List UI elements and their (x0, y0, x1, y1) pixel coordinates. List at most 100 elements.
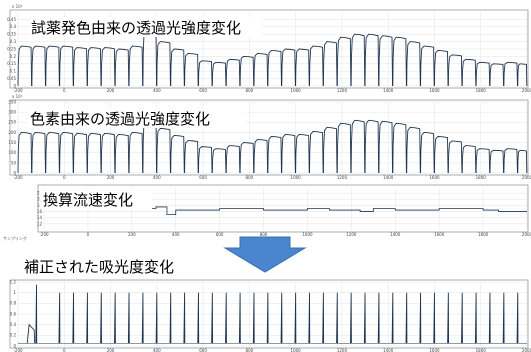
absorbance-spike (225, 292, 227, 344)
trace-segment (17, 45, 33, 87)
trace-segment (114, 48, 130, 87)
y-tick-label: 0.35 (7, 32, 16, 37)
trace-segment (211, 148, 227, 174)
x-tick-label: 1600 (429, 348, 440, 352)
x-tick-label: -200 (13, 88, 23, 93)
absorbance-spike (294, 292, 297, 344)
x-tick-label: 800 (246, 348, 254, 352)
x-tick-label: 1000 (291, 88, 302, 93)
absorbance-spike (238, 292, 241, 344)
y-tick-label: 12 (37, 221, 43, 226)
absorbance-spike (516, 292, 519, 344)
x-tick-label: 400 (153, 175, 161, 180)
trace-segment (100, 132, 116, 174)
chart-title: 色素由来の透過光強度変化 (30, 110, 210, 128)
x-tick-label: 1600 (434, 232, 445, 237)
trace-segment (253, 52, 269, 87)
trace-segment (128, 45, 144, 87)
dye-transmitted-light-chart: x 10⁴ -200 0 200 400 600 800 1000 1200 1400 1600 1… (8, 94, 531, 180)
x-tick-label: -200 (39, 232, 49, 237)
trace-segment (73, 47, 88, 87)
x-axis-label: サンプリング (3, 235, 27, 241)
trace-segment (267, 50, 282, 87)
x-tick-label: 1000 (291, 175, 302, 180)
x-tick-label: 800 (246, 175, 254, 180)
trace-segment (350, 33, 366, 87)
trace-segment (295, 134, 310, 174)
y-tick-label: 300 (8, 110, 16, 115)
absorbance-spike (350, 292, 352, 344)
x-tick-label: 0 (63, 348, 66, 352)
y-tick-label: 16 (37, 209, 43, 214)
trace-segment (114, 134, 130, 174)
absorbance-spike (141, 292, 144, 344)
y-tick-label: 0 (13, 343, 16, 348)
x-tick-label: 200 (107, 175, 115, 180)
trace-segment (225, 58, 241, 87)
flow-rate-chart: -200 0 200 400 600 800 1000 1200 1400 1600 1800 200… (3, 184, 531, 241)
trace-segment (434, 136, 449, 174)
trace-segment (350, 119, 366, 174)
y-tick-label: 100 (8, 150, 16, 155)
trace-segment (475, 148, 491, 174)
trace-segment (517, 63, 528, 87)
absorbance-spike (377, 292, 380, 344)
trace-segment (461, 145, 477, 174)
absorbance-spike (405, 292, 408, 344)
y-tick-label: 0.4 (10, 322, 17, 327)
y-tick-label: 0.25 (7, 46, 16, 51)
absorbance-spike (280, 292, 283, 344)
y-tick-label: 250 (8, 120, 16, 125)
absorbance-spike (363, 292, 366, 344)
y-tick-label: 0.4 (10, 24, 17, 29)
x-tick-label: 400 (153, 88, 161, 93)
absorbance-spike (72, 292, 75, 344)
absorbance-spike (183, 292, 186, 344)
absorbance-spike (474, 292, 477, 344)
trace-segment (170, 135, 185, 174)
trace-segment (322, 126, 338, 174)
x-tick-label: -200 (13, 348, 23, 352)
x-tick-label: 800 (246, 88, 254, 93)
absorbance-spike (266, 292, 269, 344)
trace-segment (281, 134, 296, 174)
x-tick-label: -200 (13, 175, 23, 180)
trace-segment (156, 127, 171, 174)
trace-segment (281, 48, 296, 87)
x-tick-label: 1800 (476, 88, 487, 93)
absorbance-spike (461, 292, 463, 344)
absorbance-spike (155, 292, 158, 344)
y-tick-label: 14 (37, 215, 43, 220)
trace-segment (198, 60, 213, 87)
absorbance-spike (114, 292, 116, 344)
trace-segment (59, 45, 74, 87)
x-tick-label: 1800 (476, 175, 487, 180)
trace-segment (392, 36, 407, 87)
trace-segment (364, 33, 380, 87)
trace-segment (461, 58, 477, 87)
trace-segment (322, 41, 338, 87)
y-tick-label: 0.2 (10, 54, 17, 59)
absorbance-spike (127, 292, 130, 344)
absorbance-spike (308, 292, 311, 344)
chart-frame (9, 279, 529, 349)
trace-segment (45, 45, 60, 87)
x-tick-label: 1400 (383, 88, 394, 93)
trace-segment (447, 140, 463, 174)
x-tick-label: 2000 (522, 175, 531, 180)
x-tick-label: 400 (153, 348, 161, 352)
x-tick-label: 0 (63, 175, 66, 180)
x-tick-label: 1400 (390, 232, 401, 237)
trace-segment (406, 41, 421, 87)
trace-segment (475, 61, 491, 87)
chart-frame (9, 9, 529, 89)
corrected-absorbance-chart: 補正された吸光度変化 -200 0 200 400 600 800 1000 1200 1400… (9, 258, 531, 352)
title-backdrop (30, 17, 262, 37)
trace-segment (17, 131, 33, 174)
trace-segment (267, 136, 282, 174)
y-tick-label: 1 (13, 290, 16, 295)
trace-segment (170, 48, 185, 87)
absorbance-spike (322, 292, 325, 344)
trace-segment (31, 45, 46, 87)
absorbance-spike (86, 292, 89, 344)
